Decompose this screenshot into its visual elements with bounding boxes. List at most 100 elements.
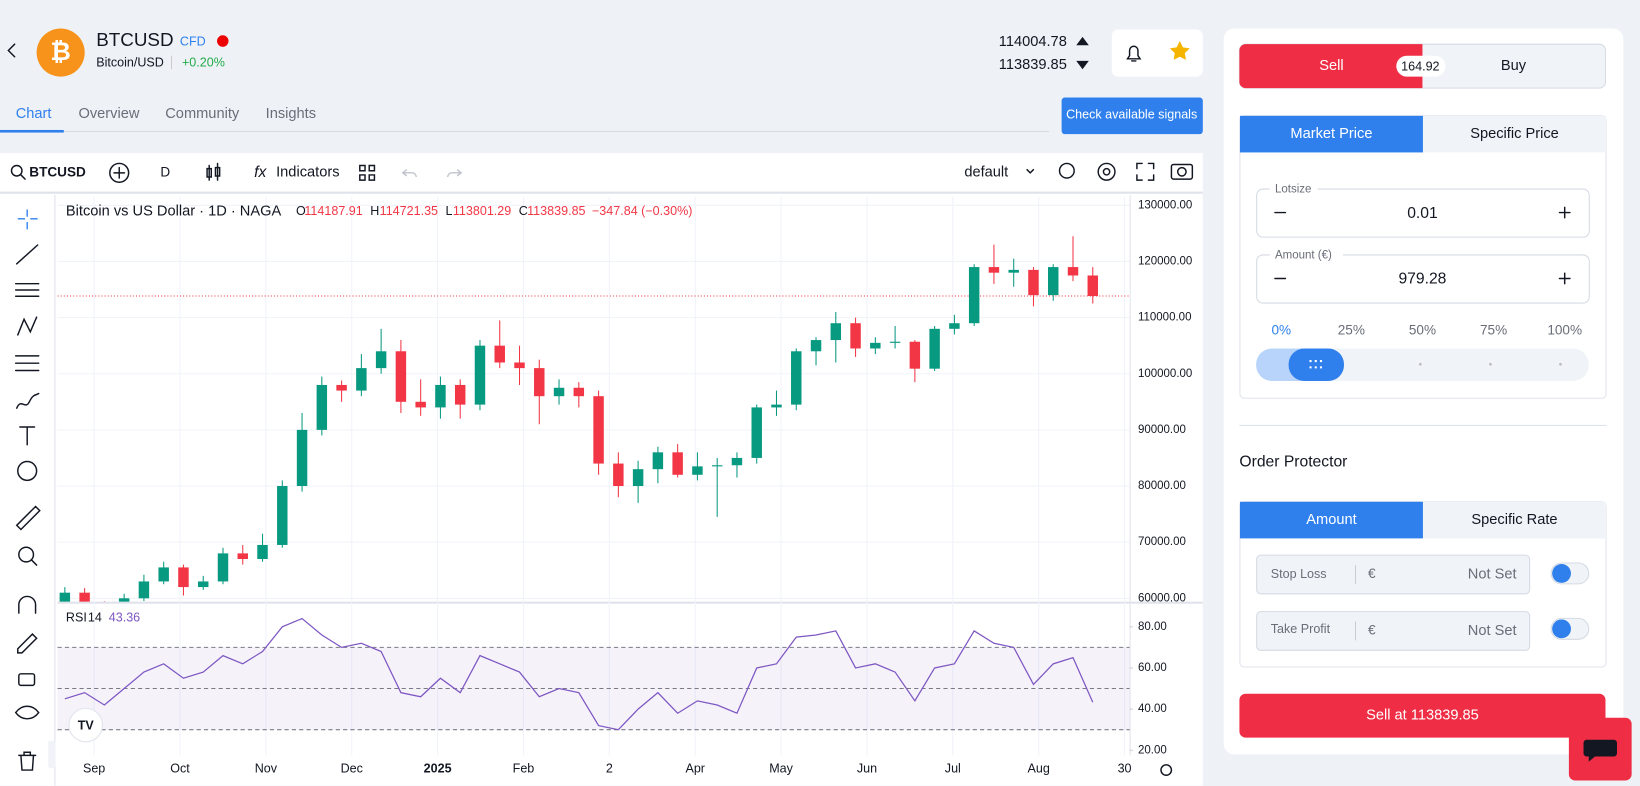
compare[interactable] [109,162,130,183]
candle-body [830,323,842,341]
percent[interactable]: 0% [1271,322,1291,337]
visibility-tool[interactable] [14,705,40,720]
tab[interactable]: Insights [266,106,316,122]
x-tick-label: Aug [1028,761,1050,775]
tab[interactable]: Community [165,106,240,122]
interval[interactable]: D [160,164,170,179]
amount-input[interactable] [1256,254,1590,304]
percent[interactable]: 25% [1338,322,1365,337]
change: +0.20% [182,55,225,69]
take-profit-input[interactable] [1256,611,1531,651]
stop-loss-input[interactable] [1256,554,1531,595]
candle-body [79,592,90,602]
alert-tool[interactable] [1058,162,1075,179]
settings[interactable] [1097,162,1116,181]
y-tick-label: 110000.00 [1138,312,1192,324]
pattern-tool[interactable] [17,316,38,336]
layouts[interactable] [359,164,376,181]
lotsize-input[interactable] [1256,188,1590,238]
candle-body [316,384,328,430]
bell[interactable] [1126,45,1142,62]
chevron [1026,168,1035,174]
rsi-period: 14 [88,611,102,625]
tab-label: Specific Price [1470,126,1559,142]
indicators[interactable]: Indicators [276,165,339,181]
zoom-tool[interactable] [18,546,35,563]
emoji-tool[interactable] [17,460,38,482]
toolbar-symbol[interactable]: BTCUSD [29,164,86,179]
candle-body [454,384,466,405]
tab[interactable]: Chart [16,106,52,122]
toggle-knob [1552,619,1571,639]
legend-value: 113839.85 [527,204,585,218]
candle-body [494,345,505,363]
tab[interactable] [1422,115,1607,153]
rsi-current: 43.36 [109,611,140,625]
sell-button[interactable] [1239,44,1423,89]
tv-logo-glyph: TV [78,718,95,732]
x-tick-label: 2025 [424,761,452,775]
back-button[interactable] [7,43,16,58]
candle-body [929,328,940,369]
x-tick-label: Jun [857,761,877,775]
candle-body [889,341,901,343]
trash-tool[interactable] [18,751,37,771]
field-label: Stop Loss [1271,567,1327,581]
buy-label[interactable]: Buy [1501,58,1527,74]
tab[interactable] [1422,501,1607,539]
candle-body [791,351,802,405]
collapse-handle[interactable] [48,740,56,768]
currency: € [1368,566,1376,581]
percent[interactable]: 50% [1409,322,1436,337]
stepper[interactable] [1274,206,1571,219]
candle-body [277,486,288,545]
tab-active[interactable] [1239,115,1423,153]
undo[interactable] [401,169,417,178]
search-icon[interactable] [10,164,23,177]
candle-body [178,567,189,588]
fib-tool[interactable] [14,282,40,297]
field-value: Not Set [1468,623,1517,639]
signals-button[interactable] [1061,97,1203,135]
stepper[interactable] [1274,272,1571,285]
candle-body [593,396,604,464]
snapshot[interactable] [1170,163,1194,180]
tab[interactable]: Overview [78,106,139,122]
fullscreen[interactable] [1136,162,1155,181]
legend-label: C [519,204,528,218]
ruler-tool[interactable] [15,505,41,531]
lotsize-label: Lotsize [1275,184,1311,196]
magnet-tool[interactable] [18,595,37,614]
candle-body [415,401,426,408]
candle-body [296,429,308,487]
chart-type[interactable] [206,162,221,181]
chart-container [0,152,1203,786]
x-tick-label: 30 [1118,761,1132,775]
redo[interactable] [446,169,463,178]
compare [113,166,126,179]
submit-label: Sell at 113839.85 [1366,708,1479,724]
layout-name[interactable]: default [964,165,1008,181]
crosshair-tool[interactable] [17,209,38,230]
candle-body [1048,267,1059,296]
projection-tool[interactable] [14,355,40,372]
text-tool[interactable] [19,426,36,446]
legend-value: 114721.35 [380,204,438,218]
tab-active[interactable] [1239,501,1423,539]
percent[interactable]: 75% [1480,322,1507,337]
axis-settings[interactable] [1160,764,1173,777]
candle-body [474,345,486,405]
tv-logo[interactable] [68,707,104,743]
candle-body [613,463,624,487]
rsi-line [64,617,1094,731]
slider-dot [1559,362,1562,366]
slider-knob[interactable] [1288,348,1345,381]
protector-title: Order Protector [1239,454,1347,471]
star[interactable] [1169,41,1190,60]
draw-mode-tool[interactable] [17,633,38,654]
brush-tool[interactable] [16,392,40,409]
lock-tool[interactable] [18,673,36,687]
percent[interactable]: 100% [1547,322,1582,337]
trend-tool[interactable] [16,244,39,265]
submit-button[interactable] [1239,693,1606,738]
